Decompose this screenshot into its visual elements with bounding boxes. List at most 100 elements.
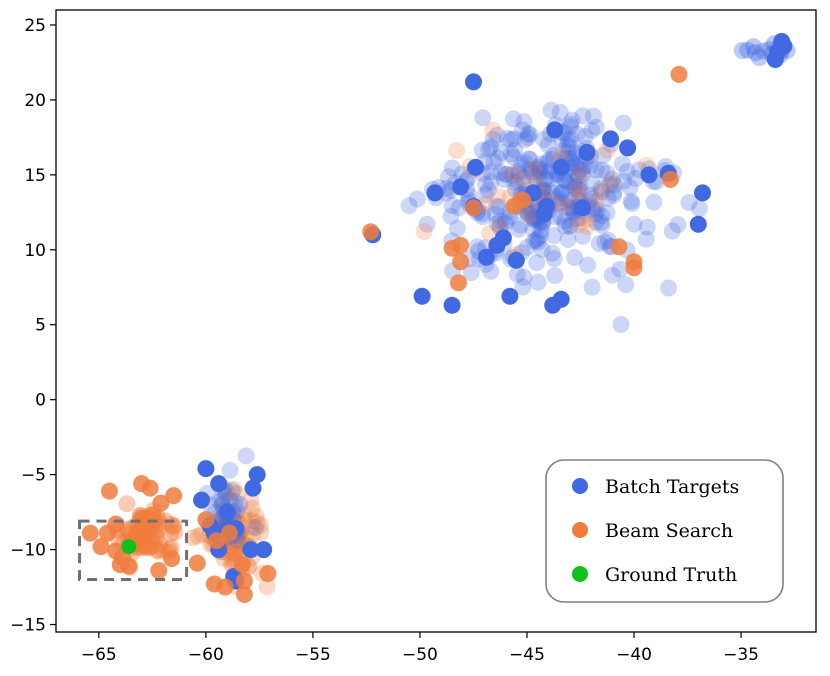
background-point [739, 41, 757, 59]
background-point [573, 161, 591, 179]
background-point [598, 204, 616, 222]
point-batch-targets [255, 541, 273, 559]
point-beam-search [670, 65, 688, 83]
background-point [599, 189, 617, 207]
background-point [506, 141, 524, 159]
background-point [611, 260, 629, 278]
background-point [533, 241, 551, 258]
background-point [588, 201, 606, 219]
background-point [566, 249, 584, 266]
background-point [223, 542, 241, 560]
background-point [488, 197, 506, 215]
background-point [745, 38, 762, 56]
background-point [637, 230, 655, 248]
background-point [536, 169, 554, 187]
legend-marker-beam-search [572, 522, 588, 538]
point-batch-targets [465, 73, 482, 91]
point-beam-search [235, 586, 253, 603]
x-tick-label: −60 [188, 645, 224, 665]
background-point [225, 480, 243, 498]
background-point [149, 541, 167, 559]
background-point [543, 184, 561, 202]
background-point [149, 521, 167, 539]
point-batch-targets [218, 503, 236, 521]
background-point [587, 205, 605, 223]
y-tick-label: 15 [24, 166, 46, 186]
y-tick-label: −10 [10, 541, 46, 561]
background-point [488, 126, 506, 144]
background-point [552, 184, 570, 202]
background-point [587, 161, 605, 179]
y-axis: −15 −10 −5 0 5 10 15 20 25 [10, 16, 56, 636]
background-point [518, 238, 536, 256]
background-point [514, 121, 532, 139]
background-point [508, 265, 526, 283]
background-point [146, 523, 164, 540]
background-point [258, 578, 276, 596]
background-point [184, 529, 202, 547]
background-point [480, 140, 498, 158]
background-point [482, 163, 500, 181]
background-point [166, 523, 184, 541]
background-point [546, 267, 564, 285]
background-point [601, 176, 619, 194]
background-point [473, 141, 491, 159]
background-point [492, 143, 510, 161]
x-tick-label: −40 [616, 645, 652, 665]
background-point [479, 181, 497, 199]
background-point [615, 172, 633, 190]
background-point [228, 485, 246, 503]
x-tick-label: −50 [402, 645, 438, 665]
background-point [532, 221, 550, 239]
background-point [581, 157, 599, 175]
background-point [570, 181, 588, 199]
point-batch-targets [507, 251, 525, 269]
y-tick-label: 10 [24, 241, 46, 261]
background-point [148, 527, 166, 545]
background-point [531, 164, 549, 182]
background-point [489, 187, 507, 205]
background-point [555, 142, 572, 160]
background-point [400, 197, 418, 215]
point-batch-targets [248, 466, 266, 484]
background-point [516, 131, 534, 149]
point-batch-targets [426, 184, 444, 202]
background-point [587, 118, 605, 136]
point-beam-search [163, 550, 181, 568]
x-tick-label: −65 [81, 645, 117, 665]
background-point [143, 531, 161, 549]
point-batch-targets [775, 37, 793, 55]
background-point [582, 186, 600, 204]
background-point [605, 176, 623, 194]
background-point [243, 500, 261, 517]
point-beam-search [101, 482, 118, 500]
background-point [484, 130, 502, 148]
background-point [556, 171, 574, 189]
y-tick-label: −5 [21, 466, 46, 486]
point-batch-targets [535, 205, 553, 223]
background-point [559, 144, 577, 161]
background-point [529, 229, 547, 247]
background-point [521, 207, 539, 224]
background-point [623, 195, 641, 213]
background-point [543, 244, 561, 262]
background-point [243, 512, 261, 530]
background-point [442, 207, 460, 225]
point-beam-search [450, 274, 467, 292]
x-tick-label: −55 [295, 645, 331, 665]
point-batch-targets [197, 460, 215, 478]
background-point [571, 177, 589, 195]
point-batch-targets [552, 158, 570, 176]
point-batch-targets [244, 479, 262, 497]
background-point [562, 216, 580, 234]
background-point [510, 220, 528, 238]
point-beam-search [152, 494, 170, 512]
background-point [538, 153, 556, 171]
background-point [570, 160, 588, 178]
background-point [221, 461, 239, 479]
background-point [505, 148, 522, 166]
background-point [237, 447, 255, 465]
background-point [502, 145, 520, 163]
background-point [593, 183, 611, 201]
